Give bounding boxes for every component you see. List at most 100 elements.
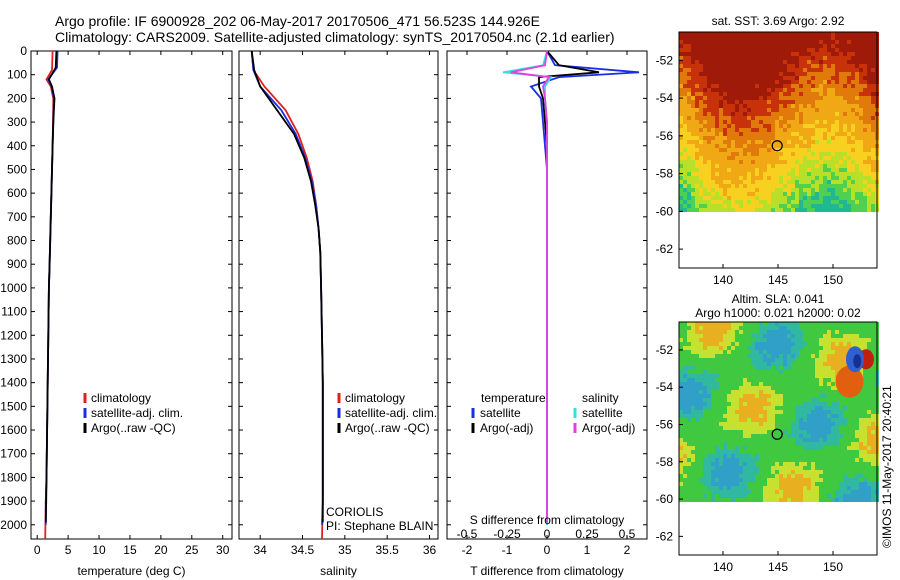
map-cell	[739, 346, 743, 350]
map-cell	[767, 68, 771, 72]
map-cell	[715, 434, 719, 438]
map-cell	[807, 68, 811, 72]
map-cell	[767, 96, 771, 100]
map-cell	[799, 474, 803, 478]
map-cell	[679, 410, 683, 414]
map-cell	[691, 180, 695, 184]
map-cell	[715, 426, 719, 430]
map-cell	[763, 100, 767, 104]
map-cell	[683, 382, 687, 386]
map-cell	[759, 430, 763, 434]
map-cell	[811, 474, 815, 478]
map-cell	[839, 44, 843, 48]
map-cell	[855, 498, 859, 502]
map-cell	[715, 92, 719, 96]
map-cell	[683, 414, 687, 418]
map-cell	[687, 160, 691, 164]
map-cell	[683, 104, 687, 108]
map-cell	[747, 164, 751, 168]
map-cell	[823, 148, 827, 152]
map-cell	[771, 406, 775, 410]
y-tick-label: -52	[656, 53, 674, 67]
map-cell	[775, 346, 779, 350]
map-cell	[723, 140, 727, 144]
map-cell	[743, 370, 747, 374]
map-cell	[787, 334, 791, 338]
map-cell	[767, 120, 771, 124]
map-cell	[811, 196, 815, 200]
map-cell	[767, 450, 771, 454]
map-cell	[747, 196, 751, 200]
map-cell	[835, 458, 839, 462]
map-cell	[827, 36, 831, 40]
map-cell	[851, 422, 855, 426]
map-cell	[771, 108, 775, 112]
map-cell	[771, 486, 775, 490]
map-cell	[739, 422, 743, 426]
map-cell	[719, 200, 723, 204]
map-cell	[771, 354, 775, 358]
map-cell	[691, 56, 695, 60]
map-cell	[867, 60, 871, 64]
map-cell	[723, 144, 727, 148]
map-cell	[759, 196, 763, 200]
map-cell	[687, 410, 691, 414]
map-cell	[707, 104, 711, 108]
map-cell	[815, 136, 819, 140]
map-cell	[763, 362, 767, 366]
map-cell	[715, 478, 719, 482]
map-cell	[803, 494, 807, 498]
map-cell	[735, 60, 739, 64]
map-cell	[719, 350, 723, 354]
map-cell	[723, 32, 727, 36]
map-cell	[719, 366, 723, 370]
map-cell	[751, 486, 755, 490]
map-cell	[723, 40, 727, 44]
map-cell	[839, 92, 843, 96]
map-cell	[775, 44, 779, 48]
map-cell	[695, 172, 699, 176]
map-cell	[683, 410, 687, 414]
map-cell	[815, 486, 819, 490]
map-cell	[863, 188, 867, 192]
map-cell	[871, 76, 875, 80]
map-cell	[791, 382, 795, 386]
map-cell	[803, 68, 807, 72]
map-cell	[731, 108, 735, 112]
map-cell	[703, 108, 707, 112]
map-cell	[771, 410, 775, 414]
map-cell	[779, 164, 783, 168]
map-cell	[791, 56, 795, 60]
map-cell	[859, 394, 863, 398]
map-cell	[819, 418, 823, 422]
map-cell	[695, 68, 699, 72]
map-cell	[803, 486, 807, 490]
map-cell	[691, 144, 695, 148]
map-cell	[859, 176, 863, 180]
map-cell	[731, 338, 735, 342]
map-cell	[735, 188, 739, 192]
y-tick-label: 200	[7, 91, 27, 105]
map-cell	[843, 434, 847, 438]
map-cell	[707, 176, 711, 180]
map-cell	[839, 208, 843, 212]
map-cell	[831, 362, 835, 366]
map-cell	[847, 486, 851, 490]
map-cell	[859, 446, 863, 450]
map-cell	[747, 426, 751, 430]
map-cell	[779, 378, 783, 382]
map-cell	[871, 208, 875, 212]
map-cell	[871, 346, 875, 350]
map-cell	[707, 68, 711, 72]
map-cell	[827, 64, 831, 68]
map-cell	[783, 434, 787, 438]
map-cell	[827, 446, 831, 450]
map-cell	[835, 354, 839, 358]
map-cell	[779, 382, 783, 386]
map-cell	[839, 72, 843, 76]
map-cell	[731, 196, 735, 200]
map-cell	[795, 148, 799, 152]
map-cell	[835, 366, 839, 370]
map-cell	[715, 200, 719, 204]
map-cell	[847, 446, 851, 450]
